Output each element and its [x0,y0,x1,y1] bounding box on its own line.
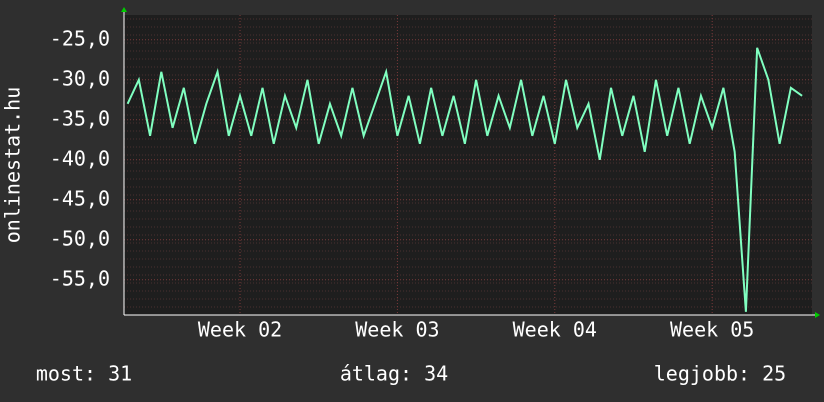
arrow [121,7,127,12]
footer-stat: most: 31 [36,362,132,386]
x-tick-label: Week 05 [670,318,754,342]
y-tick-label: -45,0 [50,186,110,210]
y-tick-label: -50,0 [50,226,110,250]
y-tick-label: -25,0 [50,26,110,50]
data-line [126,47,803,312]
x-tick-label: Week 03 [355,318,439,342]
footer-stat: átlag: 34 [340,362,448,386]
x-tick-label: Week 04 [513,318,597,342]
arrow [815,312,820,318]
y-axis-label: onlinestat.hu [1,87,25,244]
y-tick-label: -55,0 [50,266,110,290]
y-tick-label: -35,0 [50,106,110,130]
x-tick-label: Week 02 [198,318,282,342]
y-tick-label: -30,0 [50,66,110,90]
footer-stat: legjobb: 25 [654,362,786,386]
y-tick-label: -40,0 [50,146,110,170]
plot-area [124,15,812,315]
